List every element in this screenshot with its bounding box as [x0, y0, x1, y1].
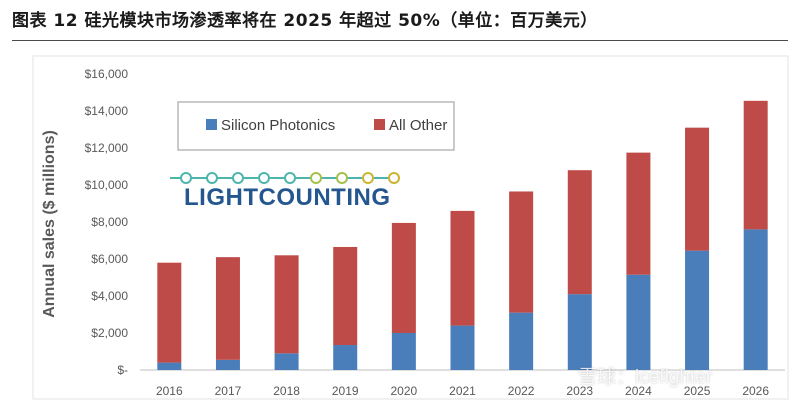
legend-box: [177, 101, 455, 151]
title-divider: [12, 40, 788, 41]
bar-silicon-photonics: [567, 294, 592, 370]
bar-silicon-photonics: [509, 312, 534, 370]
x-tick-label: 2018: [273, 384, 300, 398]
logo-dot: [258, 172, 270, 184]
logo-dot: [180, 172, 192, 184]
logo-dot: [336, 172, 348, 184]
logo-dot: [232, 172, 244, 184]
x-tick-label: 2024: [625, 384, 652, 398]
logo-dot: [388, 172, 400, 184]
bar-silicon-photonics: [333, 345, 358, 370]
figure-title: 图表 12 硅光模块市场渗透率将在 2025 年超过 50%（单位：百万美元）: [12, 11, 598, 31]
y-tick-label: $4,000: [91, 289, 128, 303]
y-tick-label: $12,000: [85, 141, 129, 155]
bar-silicon-photonics: [743, 229, 768, 370]
bar-all-other: [626, 152, 651, 275]
x-tick-label: 2025: [684, 384, 711, 398]
bar-silicon-photonics: [215, 359, 240, 370]
legend-label-all-other: All Other: [389, 117, 447, 134]
y-tick-label: $14,000: [85, 104, 129, 118]
legend: Silicon Photonics All Other: [177, 101, 455, 151]
bar-all-other: [391, 222, 416, 333]
lightcounting-logo: LIGHTCOUNTING: [170, 172, 400, 211]
logo-dot: [206, 172, 218, 184]
logo-dot: [284, 172, 296, 184]
bar-all-other: [333, 246, 358, 346]
y-tick-label: $6,000: [91, 252, 128, 266]
bars: [157, 100, 768, 370]
x-tick-label: 2022: [508, 384, 535, 398]
bar-silicon-photonics: [626, 274, 651, 370]
bar-all-other: [509, 191, 534, 313]
legend-label-silicon-photonics: Silicon Photonics: [221, 117, 335, 134]
x-tick-label: 2026: [742, 384, 769, 398]
bar-all-other: [567, 170, 592, 295]
y-tick-label: $10,000: [85, 178, 129, 192]
x-tick-label: 2017: [215, 384, 242, 398]
y-axis-label: Annual sales ($ millions): [41, 130, 58, 318]
x-tick-label: 2023: [566, 384, 593, 398]
y-tick-label: $-: [117, 363, 128, 377]
x-tick-label: 2019: [332, 384, 359, 398]
watermark: 雪球：icefighter: [578, 367, 713, 388]
bar-silicon-photonics: [274, 353, 299, 370]
x-tick-label: 2021: [449, 384, 476, 398]
bar-silicon-photonics: [391, 333, 416, 370]
x-tick-label: 2020: [391, 384, 418, 398]
bar-silicon-photonics: [450, 325, 475, 370]
logo-dots: [180, 172, 400, 184]
y-tick-label: $16,000: [85, 67, 129, 81]
logo-wordmark: LIGHTCOUNTING: [184, 184, 390, 211]
bar-all-other: [685, 127, 710, 251]
x-tick-label: 2016: [156, 384, 183, 398]
bar-all-other: [157, 262, 182, 363]
bar-all-other: [743, 100, 768, 230]
bar-all-other: [215, 257, 240, 360]
x-axis: 2016 2017 2018 2019 2020 2021 2022 2023 2024 2025…: [156, 384, 769, 398]
bar-all-other: [274, 255, 299, 354]
logo-dot: [362, 172, 374, 184]
bar-silicon-photonics: [157, 362, 182, 370]
logo-dot: [310, 172, 322, 184]
bar-all-other: [450, 210, 475, 326]
y-axis: $- $2,000 $4,000 $6,000 $8,000 $10,000 $12,000…: [85, 67, 129, 377]
y-tick-label: $2,000: [91, 326, 128, 340]
legend-swatch-silicon-photonics: [206, 119, 217, 130]
bar-silicon-photonics: [685, 250, 710, 370]
legend-swatch-all-other: [374, 119, 385, 130]
y-tick-label: $8,000: [91, 215, 128, 229]
